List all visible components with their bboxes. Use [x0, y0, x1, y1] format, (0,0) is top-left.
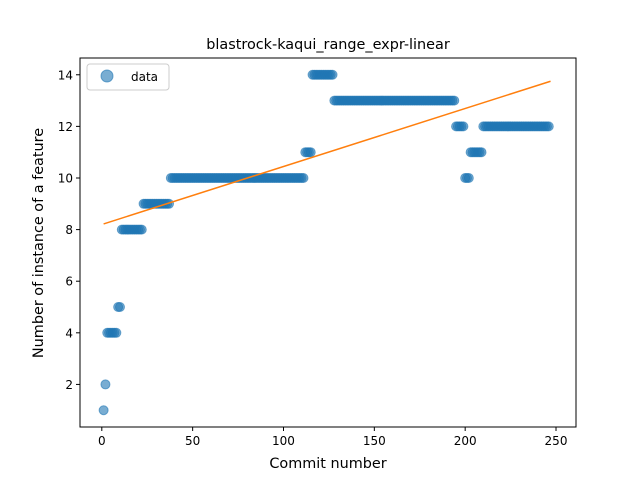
- y-axis: 2 4 6 8 10 12 14: [58, 68, 80, 392]
- data-point: [543, 121, 554, 132]
- data-point: [298, 172, 309, 183]
- x-tick-label: 200: [454, 434, 477, 448]
- legend-marker-data: [100, 69, 114, 83]
- x-tick-label: 50: [185, 434, 200, 448]
- chart-title: blastrock-kaqui_range_expr-linear: [206, 37, 450, 53]
- data-point: [476, 147, 487, 158]
- series-line: [103, 80, 551, 225]
- x-tick-label: 0: [98, 434, 106, 448]
- x-axis-label: Commit number: [269, 456, 386, 472]
- axes-frame: [79, 57, 577, 428]
- legend-label-data: data: [131, 70, 158, 84]
- x-tick-label: 100: [272, 434, 295, 448]
- legend: data: [86, 63, 170, 91]
- data-point: [98, 405, 109, 416]
- y-tick-label: 14: [58, 68, 73, 82]
- data-point: [463, 172, 474, 183]
- x-axis: 0 50 100 150 200 250: [98, 427, 567, 448]
- y-tick-label: 4: [65, 326, 73, 340]
- y-axis-label: Number of instance of a feature: [31, 128, 47, 358]
- plot-area: [98, 69, 554, 416]
- data-point: [305, 147, 316, 158]
- data-point: [458, 121, 469, 132]
- data-point: [327, 69, 338, 80]
- data-point: [449, 95, 460, 106]
- y-tick-label: 10: [58, 171, 73, 185]
- x-tick-label: 250: [545, 434, 568, 448]
- y-tick-label: 8: [65, 223, 73, 237]
- data-point: [111, 327, 122, 338]
- y-tick-label: 12: [58, 120, 73, 134]
- y-tick-label: 6: [65, 275, 73, 289]
- data-point: [136, 224, 147, 235]
- y-tick-label: 2: [65, 378, 73, 392]
- data-point: [114, 302, 125, 313]
- x-tick-label: 150: [363, 434, 386, 448]
- data-point: [100, 379, 111, 390]
